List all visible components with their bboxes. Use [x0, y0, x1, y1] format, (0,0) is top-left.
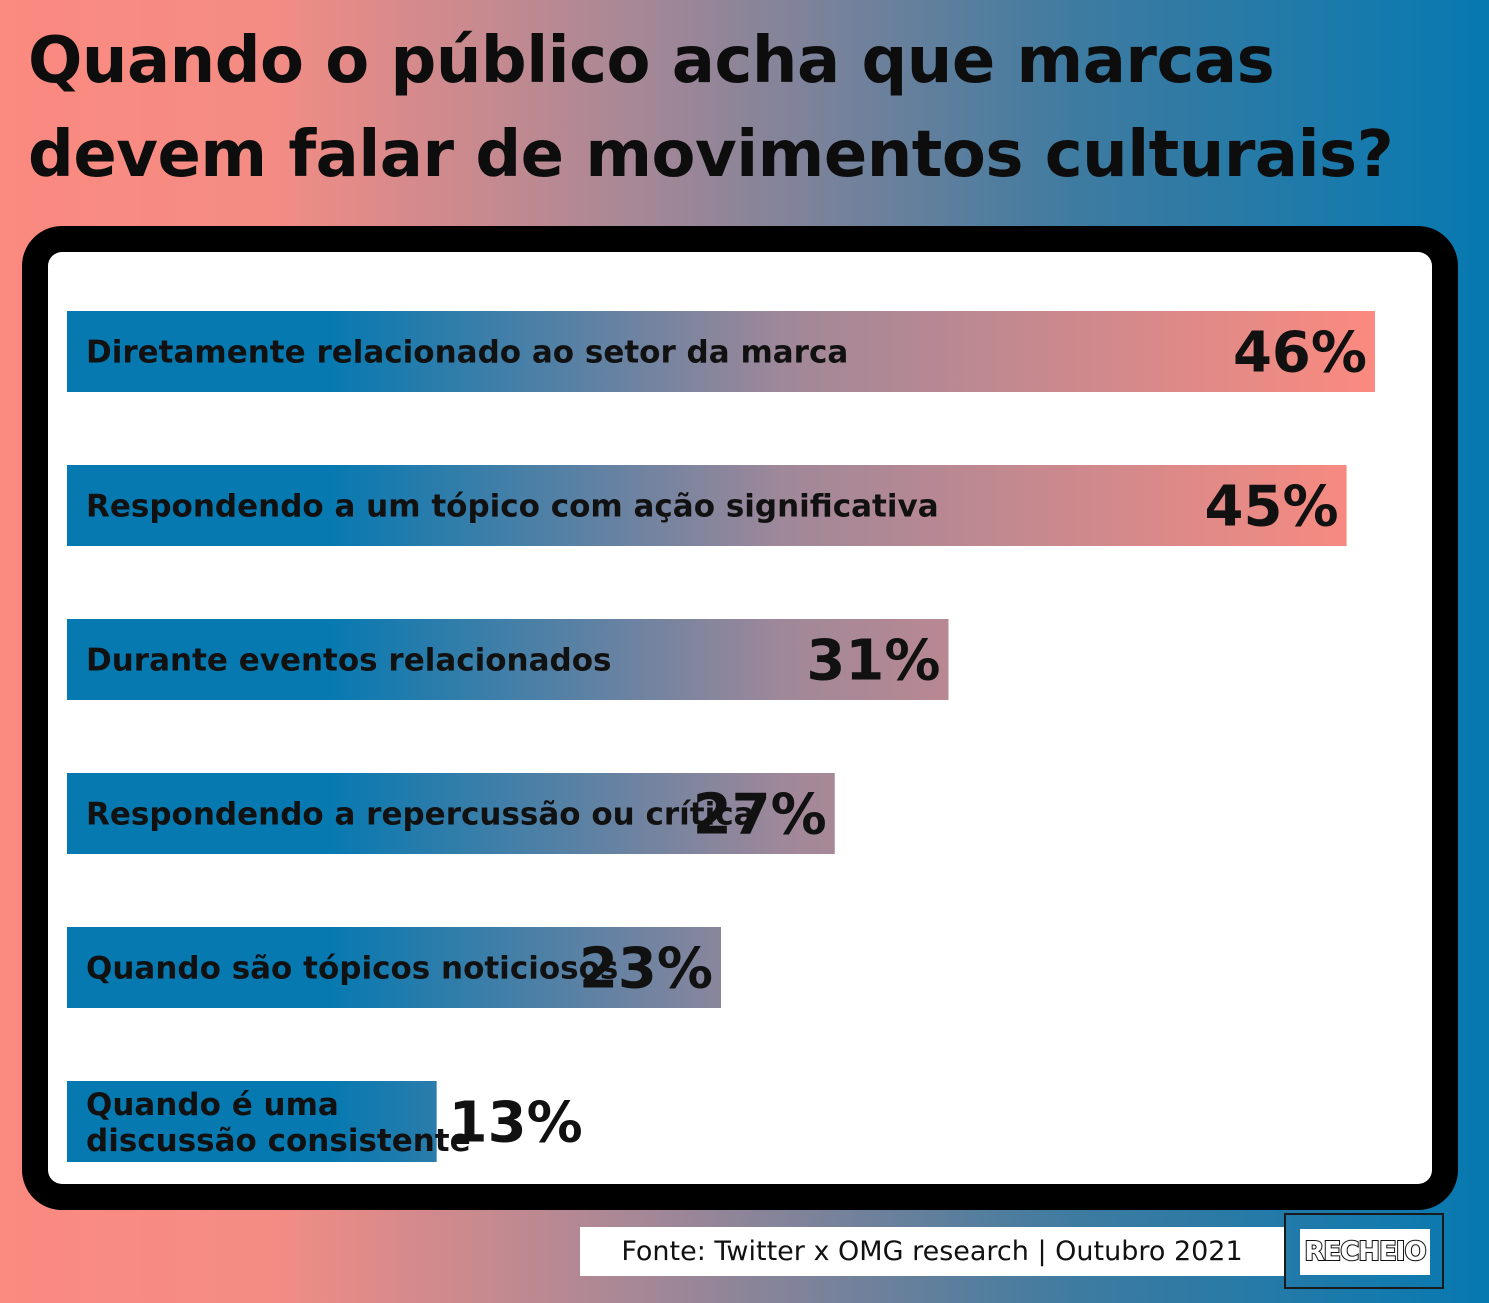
bar-label: Quando é uma discussão consistente [86, 1087, 471, 1159]
bar-value-label: 46% [1233, 321, 1367, 386]
logo-text: RECHEIO [1303, 1236, 1427, 1268]
bar-value-label: 13% [449, 1091, 583, 1156]
page-title-line-2: devem falar de movimentos culturais? [28, 118, 1394, 192]
bar [67, 1081, 437, 1162]
bar-value-label: 23% [579, 937, 713, 1002]
bar [67, 311, 1375, 392]
bar-value-label: 31% [806, 629, 940, 694]
bar [67, 619, 949, 700]
bar-row: Durante eventos relacionados 31% [67, 619, 949, 700]
bar-label: Quando são tópicos noticiosos [86, 951, 618, 987]
bar-value-label: 27% [693, 783, 827, 848]
bar-label-line: Quando é uma [86, 1087, 339, 1123]
bar [67, 465, 1347, 546]
source-caption: Fonte: Twitter x OMG research | Outubro … [580, 1227, 1284, 1276]
bar-chart: Diretamente relacionado ao setor da marc… [67, 311, 1375, 1162]
bar-row: Respondendo a um tópico com ação signifi… [67, 465, 1347, 546]
bar-row: Diretamente relacionado ao setor da marc… [67, 311, 1375, 392]
bar-label-line: discussão consistente [86, 1123, 471, 1159]
chart-panel: Diretamente relacionado ao setor da marc… [48, 252, 1432, 1184]
chart-frame: Diretamente relacionado ao setor da marc… [22, 226, 1458, 1210]
bar-label: Respondendo a um tópico com ação signifi… [86, 489, 939, 525]
bar [67, 927, 721, 1008]
bar-label: Respondendo a repercussão ou crítica [86, 797, 755, 833]
bar-label: Durante eventos relacionados [86, 643, 612, 679]
logo: RECHEIO [1284, 1213, 1444, 1289]
bar [67, 773, 835, 854]
page-title-line-1: Quando o público acha que marcas [28, 24, 1275, 98]
page-title: Quando o público acha que marcas devem f… [28, 14, 1468, 202]
bar-label: Diretamente relacionado ao setor da marc… [86, 335, 848, 371]
logo-badge: RECHEIO [1300, 1229, 1430, 1275]
bar-value-label: 45% [1205, 475, 1339, 540]
